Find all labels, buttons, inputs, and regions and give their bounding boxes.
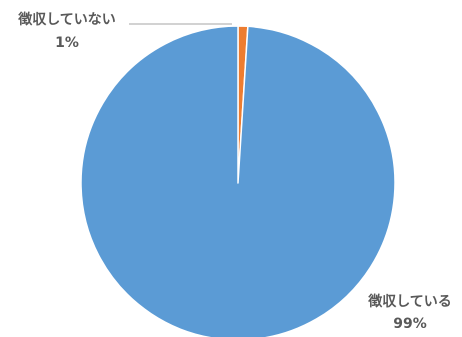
slice-value-not-collecting: 1% bbox=[55, 35, 79, 51]
pie-slices bbox=[80, 25, 396, 337]
slice-label-not-collecting: 徴収していない bbox=[17, 11, 116, 28]
slice-label-collecting: 徴収している bbox=[367, 293, 452, 310]
pie-slice-collecting bbox=[80, 25, 396, 337]
slice-value-collecting: 99% bbox=[393, 316, 427, 332]
